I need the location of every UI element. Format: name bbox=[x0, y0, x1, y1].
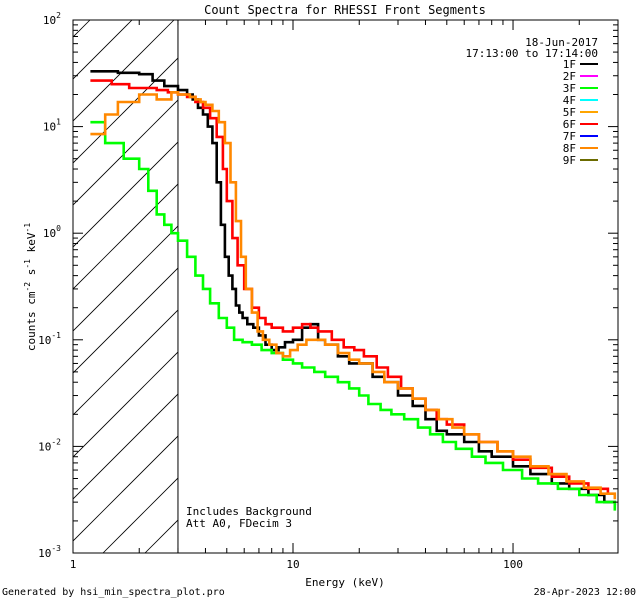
hatch-line bbox=[73, 393, 178, 500]
legend-label-8f: 8F bbox=[563, 142, 576, 155]
x-axis-label: Energy (keV) bbox=[305, 576, 384, 589]
plot-frame bbox=[72, 19, 619, 554]
legend-time-range: 17:13:00 to 17:14:00 bbox=[466, 47, 598, 60]
annotation-background: Includes Background bbox=[186, 505, 312, 518]
legend-date: 18-Jun-2017 bbox=[525, 36, 598, 49]
hatch-line bbox=[73, 351, 178, 458]
y-axis-label-sup3: -1 bbox=[23, 223, 32, 233]
y-axis-label-sup1: -2 bbox=[23, 282, 32, 292]
hatch-line bbox=[73, 225, 178, 332]
hatch-line bbox=[73, 20, 175, 122]
x-tick-label: 1 bbox=[70, 558, 77, 571]
background-hatched-region bbox=[0, 20, 640, 553]
hatch-line bbox=[73, 309, 178, 416]
hatch-line bbox=[73, 183, 178, 290]
footer-date: 28-Apr-2023 12:00 bbox=[534, 587, 636, 598]
x-tick-label: 100 bbox=[503, 558, 523, 571]
y-axis-label: counts cm-2 s-1 keV-1 bbox=[23, 223, 38, 351]
hatch-line bbox=[73, 57, 178, 164]
series-line-1f bbox=[90, 70, 617, 506]
y-tick-label: 100 bbox=[43, 224, 61, 240]
y-tick-label: 10-3 bbox=[38, 544, 61, 560]
hatch-line bbox=[0, 20, 6, 553]
x-tick-label: 10 bbox=[286, 558, 299, 571]
footer-generated-by: Generated by hsi_min_spectra_plot.pro bbox=[2, 587, 225, 598]
series-layer bbox=[90, 70, 617, 511]
y-tick-label: 10-2 bbox=[38, 437, 61, 453]
hatch-line bbox=[73, 267, 178, 374]
hatch-line bbox=[73, 99, 178, 206]
legend-label-7f: 7F bbox=[563, 130, 576, 143]
y-axis-label-part1: counts cm bbox=[25, 291, 38, 351]
legend-label-3f: 3F bbox=[563, 82, 576, 95]
series-line-3f bbox=[90, 120, 617, 511]
series-line-6f bbox=[90, 79, 610, 495]
legend-label-4f: 4F bbox=[563, 94, 576, 107]
chart-title: Count Spectra for RHESSI Front Segments bbox=[204, 3, 486, 17]
hatch-line bbox=[73, 20, 133, 80]
axis-ticks: 1 10 100 10-3 10-2 10-1 100 101 102 bbox=[38, 11, 619, 571]
series-line-8f bbox=[90, 91, 617, 500]
hatch-line bbox=[229, 20, 640, 553]
y-tick-label: 101 bbox=[43, 118, 61, 134]
hatch-line bbox=[73, 435, 178, 542]
legend-label-5f: 5F bbox=[563, 106, 576, 119]
legend-label-2f: 2F bbox=[563, 70, 576, 83]
y-axis-label-part3: keV bbox=[25, 232, 38, 259]
y-axis-label-part2: s bbox=[25, 269, 38, 282]
y-tick-label: 10-1 bbox=[38, 331, 61, 347]
hatch-line bbox=[73, 20, 91, 38]
hatch-line bbox=[73, 141, 178, 248]
legend-label-6f: 6F bbox=[563, 118, 576, 131]
legend-label-9f: 9F bbox=[563, 154, 576, 167]
annotation-attenuator: Att A0, FDecim 3 bbox=[186, 517, 292, 530]
y-axis-label-sup2: -1 bbox=[23, 259, 32, 269]
y-tick-label: 102 bbox=[43, 11, 61, 27]
legend-label-1f: 1F bbox=[563, 58, 576, 71]
